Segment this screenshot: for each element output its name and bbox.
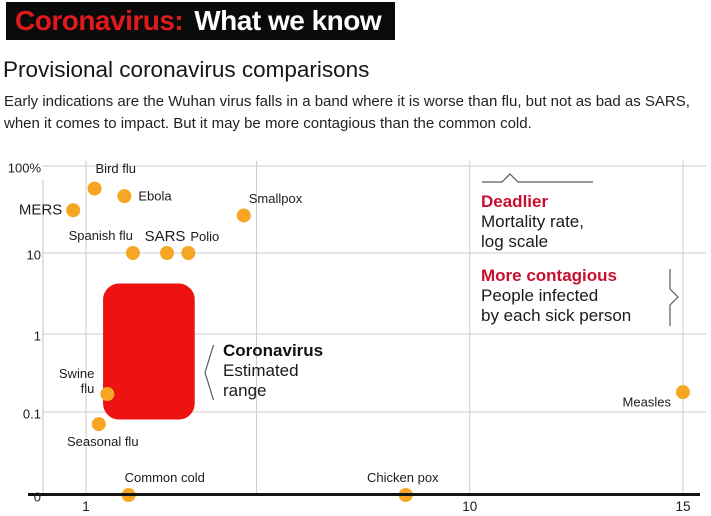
dot-bird-flu — [87, 181, 102, 196]
y-tick-100-: 100% — [7, 160, 41, 176]
dot-sars — [160, 246, 175, 260]
contagious-line1: People infected — [481, 286, 599, 305]
dot-spanish-flu — [125, 246, 140, 260]
dot-measles — [675, 385, 690, 400]
dot-mers — [66, 203, 81, 218]
x-tick-1: 1 — [82, 499, 90, 514]
point-label-chicken-pox: Chicken pox — [367, 470, 439, 486]
coronavirus-annotation: Coronavirus Estimated range — [223, 341, 323, 401]
y-tick-10: 10 — [26, 247, 41, 263]
deadlier-brace — [482, 173, 593, 183]
point-label-sars: SARS — [144, 227, 186, 245]
deadlier-line1: Mortality rate, — [481, 212, 584, 231]
coronavirus-range-box — [103, 283, 195, 420]
x-tick-15: 15 — [675, 499, 691, 514]
title-bar: Coronavirus: What we know — [6, 2, 396, 40]
coronavirus-line2: range — [223, 381, 267, 400]
point-label-ebola: Ebola — [138, 188, 172, 204]
dot-seasonal-flu — [91, 417, 106, 432]
point-label-bird-flu: Bird flu — [95, 160, 136, 176]
y-tick-0: 0 — [33, 489, 41, 505]
deadlier-title: Deadlier — [481, 192, 549, 211]
deadlier-line2: log scale — [481, 232, 549, 251]
contagious-title: More contagious — [481, 266, 618, 285]
point-label-spanish-flu: Spanish flu — [68, 228, 133, 244]
point-label-swine-flu: Swine flu — [58, 366, 95, 397]
coronavirus-title: Coronavirus — [223, 341, 324, 360]
point-label-seasonal-flu: Seasonal flu — [67, 434, 139, 450]
y-tick-0-1: 0.1 — [22, 406, 41, 422]
contagious-brace — [669, 269, 679, 326]
point-label-measles: Measles — [622, 394, 671, 410]
dot-polio — [181, 246, 196, 260]
point-label-polio: Polio — [190, 229, 220, 245]
coronavirus-range-brace — [204, 344, 215, 401]
x-tick-10: 10 — [462, 499, 478, 514]
coronavirus-line1: Estimated — [223, 361, 299, 380]
y-tick-1: 1 — [33, 328, 41, 344]
deadlier-annotation: Deadlier Mortality rate, log scale — [481, 192, 584, 252]
chart-headline: Provisional coronavirus comparisons — [3, 57, 370, 82]
point-label-mers: MERS — [18, 201, 63, 219]
dot-ebola — [117, 189, 132, 204]
contagious-annotation: More contagious People infected by each … — [481, 266, 631, 326]
dot-swine-flu — [100, 387, 115, 402]
point-label-common-cold: Common cold — [124, 470, 205, 486]
title-highlight: Coronavirus: — [15, 5, 184, 36]
title-rest: What we know — [194, 5, 382, 36]
contagious-line2: by each sick person — [481, 306, 632, 325]
dot-smallpox — [236, 208, 251, 223]
point-label-smallpox: Smallpox — [248, 191, 303, 207]
chart-description: Early indications are the Wuhan virus fa… — [4, 93, 690, 132]
